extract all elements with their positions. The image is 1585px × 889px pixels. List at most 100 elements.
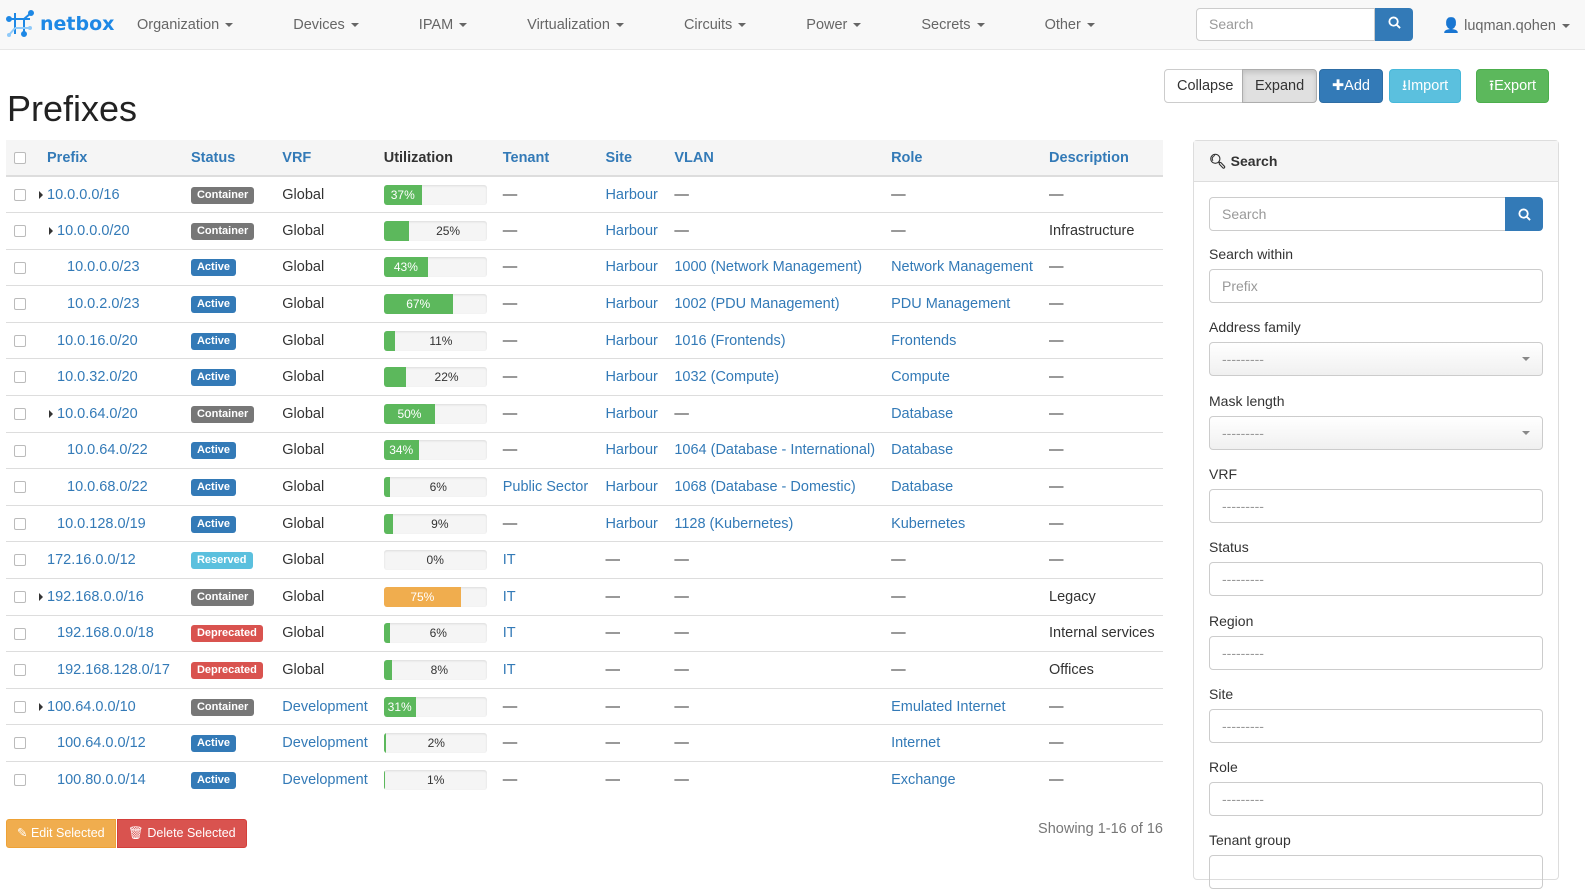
- site-link[interactable]: Harbour: [605, 369, 658, 386]
- tenant-link[interactable]: Public Sector: [502, 479, 589, 496]
- tenant-link[interactable]: IT: [502, 552, 516, 569]
- row-checkbox[interactable]: [14, 408, 26, 421]
- vlan-link[interactable]: 1064 (Database - International): [674, 442, 876, 459]
- status-input[interactable]: ---------: [1209, 562, 1543, 597]
- row-checkbox[interactable]: [14, 298, 26, 311]
- add-button[interactable]: ✚Add: [1319, 69, 1383, 103]
- site-link[interactable]: Harbour: [605, 296, 658, 313]
- prefix-link[interactable]: 192.168.0.0/16: [47, 588, 144, 605]
- role-link[interactable]: Database: [891, 405, 954, 422]
- vrf-link[interactable]: Development: [282, 735, 368, 752]
- prefix-link[interactable]: 10.0.64.0/20: [57, 405, 138, 422]
- row-checkbox[interactable]: [14, 517, 26, 530]
- row-checkbox[interactable]: [14, 188, 26, 201]
- role-link[interactable]: Exchange: [891, 772, 956, 789]
- site-link[interactable]: Harbour: [605, 479, 658, 496]
- column-header-prefix[interactable]: Prefix: [39, 140, 183, 177]
- prefix-link[interactable]: 10.0.32.0/20: [57, 369, 138, 386]
- nav-search-input[interactable]: Search: [1196, 8, 1375, 41]
- prefix-link[interactable]: 100.64.0.0/12: [57, 735, 146, 752]
- role-link[interactable]: Database: [891, 442, 954, 459]
- column-header-status[interactable]: Status: [182, 140, 275, 177]
- role-link[interactable]: Compute: [891, 369, 950, 386]
- prefix-link[interactable]: 192.168.0.0/18: [57, 625, 154, 642]
- netbox-logo[interactable]: netbox: [6, 10, 114, 38]
- row-checkbox[interactable]: [14, 261, 26, 274]
- import-button[interactable]: ⭳Import: [1389, 69, 1462, 103]
- site-link[interactable]: Harbour: [605, 405, 658, 422]
- row-checkbox[interactable]: [14, 225, 26, 238]
- tenant-group-input[interactable]: [1209, 855, 1543, 889]
- prefix-link[interactable]: 10.0.0.0/20: [57, 222, 130, 239]
- vlan-link[interactable]: 1032 (Compute): [674, 369, 780, 386]
- select-all-checkbox[interactable]: [14, 151, 26, 164]
- prefix-link[interactable]: 10.0.0.0/23: [67, 259, 140, 276]
- caret-right-icon[interactable]: [39, 190, 43, 199]
- role-link[interactable]: Internet: [891, 735, 941, 752]
- role-link[interactable]: Kubernetes: [891, 515, 966, 532]
- role-link[interactable]: Database: [891, 479, 954, 496]
- tenant-link[interactable]: IT: [502, 662, 516, 679]
- caret-right-icon[interactable]: [49, 410, 53, 419]
- vrf-link[interactable]: Development: [282, 772, 368, 789]
- prefix-link[interactable]: 10.0.128.0/19: [57, 515, 146, 532]
- prefix-link[interactable]: 10.0.68.0/22: [67, 479, 148, 496]
- menu-item-secrets[interactable]: Secrets: [921, 17, 1014, 33]
- row-checkbox[interactable]: [14, 371, 26, 384]
- menu-item-circuits[interactable]: Circuits: [684, 17, 776, 33]
- row-checkbox[interactable]: [14, 774, 26, 787]
- caret-right-icon[interactable]: [49, 227, 53, 236]
- caret-right-icon[interactable]: [39, 593, 43, 601]
- nav-search-button[interactable]: [1375, 8, 1413, 41]
- export-button[interactable]: ⭱Export: [1476, 69, 1549, 103]
- role-link[interactable]: Emulated Internet: [891, 698, 1006, 715]
- site-link[interactable]: Harbour: [605, 332, 658, 349]
- sidebar-search-button[interactable]: [1505, 197, 1543, 231]
- prefix-link[interactable]: 100.64.0.0/10: [47, 698, 136, 715]
- prefix-link[interactable]: 10.0.2.0/23: [67, 296, 140, 313]
- vlan-link[interactable]: 1068 (Database - Domestic): [674, 479, 856, 496]
- vlan-link[interactable]: 1016 (Frontends): [674, 332, 786, 349]
- tenant-link[interactable]: IT: [502, 625, 516, 642]
- site-link[interactable]: Harbour: [605, 222, 658, 239]
- select-all[interactable]: [6, 140, 39, 177]
- row-checkbox[interactable]: [14, 554, 26, 567]
- row-checkbox[interactable]: [14, 627, 26, 640]
- row-checkbox[interactable]: [14, 664, 26, 677]
- mask-length-select[interactable]: ---------: [1209, 415, 1543, 450]
- row-checkbox[interactable]: [14, 591, 26, 603]
- row-checkbox[interactable]: [14, 444, 26, 457]
- column-header-vlan[interactable]: VLAN: [666, 140, 884, 177]
- vlan-link[interactable]: 1002 (PDU Management): [674, 296, 840, 313]
- row-checkbox[interactable]: [14, 334, 26, 347]
- menu-item-organization[interactable]: Organization: [137, 17, 263, 33]
- column-header-site[interactable]: Site: [597, 140, 667, 177]
- vlan-link[interactable]: 1128 (Kubernetes): [674, 515, 794, 532]
- vrf-link[interactable]: Development: [282, 698, 368, 715]
- prefix-link[interactable]: 10.0.16.0/20: [57, 332, 138, 349]
- prefix-link[interactable]: 10.0.0.0/16: [47, 186, 120, 203]
- address-family-select[interactable]: ---------: [1209, 342, 1543, 377]
- row-checkbox[interactable]: [14, 481, 26, 494]
- prefix-link[interactable]: 10.0.64.0/22: [67, 442, 148, 459]
- prefix-link[interactable]: 100.80.0.0/14: [57, 772, 146, 789]
- tenant-link[interactable]: IT: [502, 588, 516, 605]
- sidebar-search-input[interactable]: Search: [1209, 197, 1506, 231]
- column-header-vrf[interactable]: VRF: [274, 140, 376, 177]
- site-link[interactable]: Harbour: [605, 186, 658, 203]
- role-input[interactable]: ---------: [1209, 782, 1543, 817]
- row-checkbox[interactable]: [14, 700, 26, 713]
- site-link[interactable]: Harbour: [605, 515, 658, 532]
- vlan-link[interactable]: 1000 (Network Management): [674, 259, 863, 276]
- menu-item-ipam[interactable]: IPAM: [419, 17, 497, 33]
- user-menu[interactable]: 👤 luqman.qohen: [1442, 17, 1571, 34]
- column-header-tenant[interactable]: Tenant: [494, 140, 598, 177]
- site-link[interactable]: Harbour: [605, 442, 658, 459]
- region-input[interactable]: ---------: [1209, 635, 1543, 670]
- site-input[interactable]: ---------: [1209, 708, 1543, 743]
- prefix-link[interactable]: 172.16.0.0/12: [47, 552, 136, 569]
- role-link[interactable]: Network Management: [891, 259, 1033, 276]
- collapse-button[interactable]: Collapse: [1164, 69, 1247, 103]
- row-checkbox[interactable]: [14, 737, 26, 750]
- vrf-input[interactable]: ---------: [1209, 488, 1543, 523]
